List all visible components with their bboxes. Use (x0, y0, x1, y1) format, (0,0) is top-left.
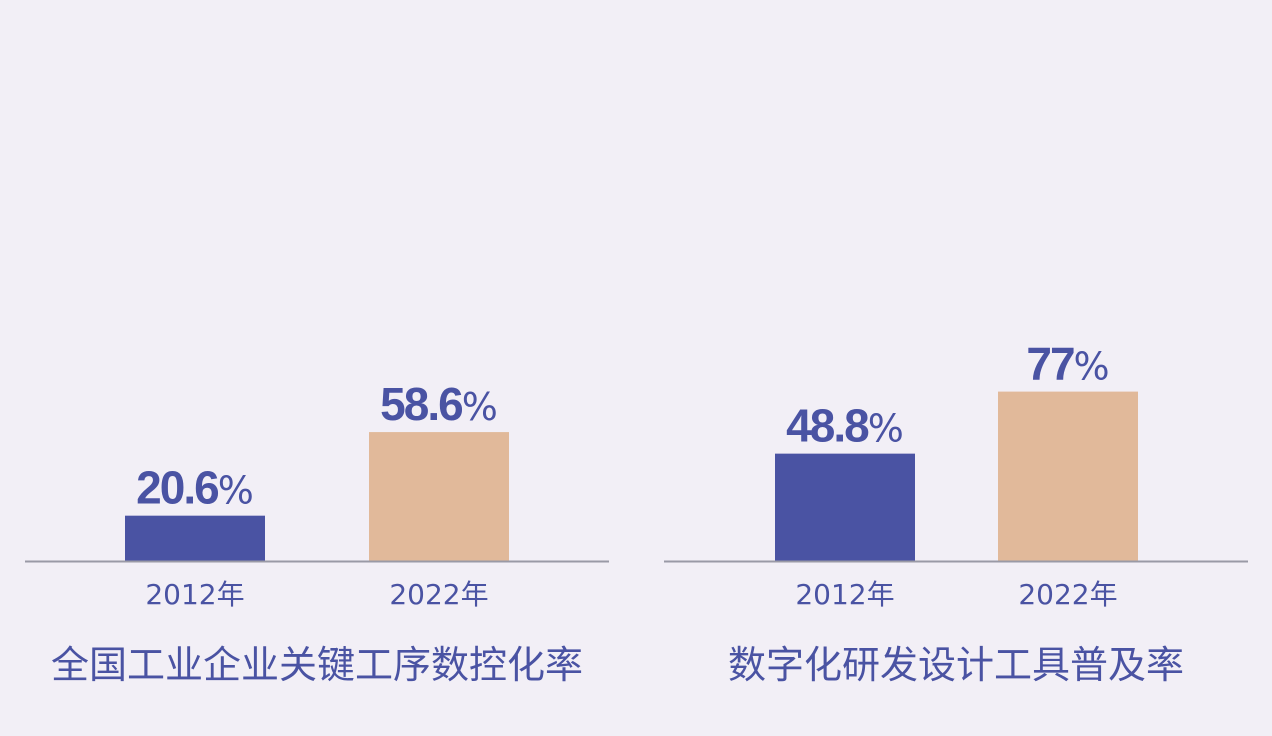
chart-title: 数字化研发设计工具普及率 (728, 643, 1184, 687)
value-label: 20.6% (136, 462, 254, 514)
value-label: 58.6% (380, 378, 498, 430)
chart-title: 全国工业企业关键工序数控化率 (51, 643, 583, 687)
x-tick-label: 2012年 (145, 578, 244, 611)
bar-1 (125, 515, 265, 561)
x-tick-label: 2012年 (795, 578, 894, 611)
x-tick-label: 2022年 (1018, 578, 1117, 611)
x-tick-label: 2022年 (389, 578, 488, 611)
bar-2 (369, 432, 509, 561)
value-label: 77% (1026, 338, 1109, 390)
value-label: 48.8% (786, 400, 904, 452)
bar-2 (998, 391, 1138, 561)
bar-1 (775, 453, 915, 561)
